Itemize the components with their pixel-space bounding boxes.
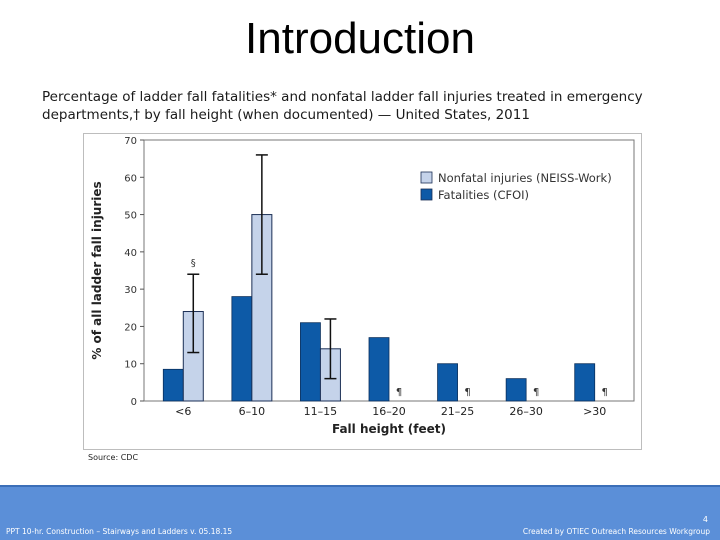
chart-caption: Percentage of ladder fall fatalities* an… — [42, 89, 643, 123]
y-tick-label: 50 — [124, 211, 137, 222]
legend-label-nonfatal: Nonfatal injuries (NEISS-Work) — [438, 171, 612, 185]
y-tick-label: 60 — [124, 173, 137, 184]
bar-fatalities — [368, 337, 390, 402]
bar-fatalities — [231, 296, 253, 402]
legend-label-fatalities: Fatalities (CFOI) — [438, 188, 529, 202]
footnote-mark-section: § — [191, 258, 196, 269]
bar-fatalities — [162, 368, 184, 402]
x-tick-label: 16–20 — [372, 405, 406, 418]
legend-swatch-nonfatal — [420, 171, 433, 184]
x-axis-label: Fall height (feet) — [332, 422, 446, 436]
y-tick-label: 10 — [124, 360, 137, 371]
y-tick-label: 30 — [124, 285, 137, 296]
x-tick-label: 26–30 — [509, 405, 542, 418]
footer-course-label: PPT 10-hr. Construction – Stairways and … — [6, 527, 233, 536]
x-tick-label: 11–15 — [304, 405, 338, 418]
footnote-mark-pilcrow: ¶ — [396, 387, 402, 398]
footnote-mark-pilcrow: ¶ — [602, 387, 608, 398]
bar-chart: 0 10 20 30 40 50 60 70 % of all ladder fall inju… — [90, 136, 635, 436]
bar-fatalities — [300, 322, 321, 402]
footnote-mark-pilcrow: ¶ — [533, 387, 539, 398]
x-tick-label: 6–10 — [239, 405, 266, 418]
y-tick-label: 40 — [124, 248, 137, 259]
chart-container: 0 10 20 30 40 50 60 70 % of all ladder fall inju… — [83, 133, 642, 450]
x-tick-label: >30 — [583, 405, 606, 418]
bar-fatalities — [437, 363, 458, 402]
legend-swatch-fatalities — [420, 188, 433, 201]
x-tick-label: <6 — [175, 405, 191, 418]
slide-title: Introduction — [245, 14, 475, 63]
x-tick-label: 21–25 — [441, 405, 475, 418]
y-tick-label: 70 — [124, 136, 137, 147]
bar-fatalities — [574, 363, 596, 402]
footnote-mark-pilcrow: ¶ — [464, 387, 470, 398]
y-axis-label: % of all ladder fall injuries — [90, 181, 104, 359]
footer-divider — [0, 485, 720, 487]
bar-fatalities — [505, 378, 527, 402]
y-tick-label: 20 — [124, 322, 137, 333]
footer-credit: Created by OTIEC Outreach Resources Work… — [522, 527, 710, 536]
footer-bar — [0, 487, 720, 540]
page-number: 4 — [702, 515, 708, 524]
source-note: Source: CDC — [88, 453, 139, 462]
y-tick-label: 0 — [131, 397, 137, 408]
